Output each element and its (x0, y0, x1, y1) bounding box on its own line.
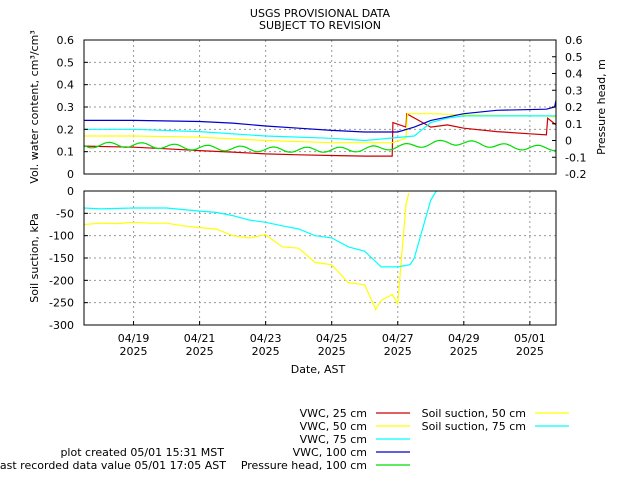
last-recorded-note: last recorded data value 05/01 17:05 AST (0, 459, 226, 472)
y-tick-label: 0.1 (57, 146, 75, 159)
x-tick-date: 04/27 (382, 332, 414, 345)
y2-tick-label: 0.4 (565, 68, 583, 81)
x-tick-year: 2025 (450, 345, 478, 358)
y2-tick-label: 0.3 (565, 84, 583, 97)
series-line-vwc25 (83, 112, 557, 157)
soil-suction-panel: 0-50-100-150-200-250-300 04/19202504/212… (28, 185, 557, 376)
y-tick-label: 0 (67, 168, 74, 181)
x-tick-year: 2025 (120, 345, 148, 358)
bottom-y-axis-label: Soil suction, kPa (28, 213, 41, 302)
legend-label-vwc25: VWC, 25 cm (300, 407, 367, 420)
water-content-panel: 0 0.1 0.2 0.3 0.4 0.5 0.6 -0.2 -0.1 0 0.1 0.2 0.3 0.… (28, 30, 608, 183)
legend-label-vwc50: VWC, 50 cm (300, 420, 367, 433)
x-tick-year: 2025 (384, 345, 412, 358)
series-line-vwc75 (84, 115, 556, 142)
bottom-y-ticks: 0 -50 -100 -150 -200 -250 -300 (49, 185, 88, 332)
bottom-x-ticks: 04/19202504/21202504/23202504/25202504/2… (118, 321, 546, 358)
y2-tick-label: -0.1 (565, 151, 586, 164)
top-y-ticks: 0 0.1 0.2 0.3 0.4 0.5 0.6 (57, 34, 88, 181)
y-tick-label: 0.6 (57, 34, 75, 47)
x-tick-date: 04/23 (250, 332, 282, 345)
y2-tick-label: 0.2 (565, 101, 583, 114)
x-tick-year: 2025 (252, 345, 280, 358)
top-y2-axis-label: Pressure head, m (595, 59, 608, 155)
x-tick-year: 2025 (516, 345, 544, 358)
top-grid (84, 40, 556, 174)
y-tick-label: -300 (49, 319, 74, 332)
series-line-vwc100 (84, 100, 557, 133)
y-tick-label: 0.2 (57, 123, 75, 136)
y-tick-label: -200 (49, 274, 74, 287)
series-line-ss50 (83, 193, 410, 311)
legend-label-ph100: Pressure head, 100 cm (241, 459, 367, 472)
bottom-series (83, 190, 437, 311)
y2-tick-label: -0.2 (565, 168, 586, 181)
y-tick-label: 0 (67, 185, 74, 198)
y2-tick-label: 0 (565, 135, 572, 148)
x-axis-label: Date, AST (291, 363, 346, 376)
series-line-ss75 (83, 190, 437, 268)
x-tick-date: 04/21 (184, 332, 216, 345)
y2-tick-label: 0.6 (565, 34, 583, 47)
bottom-grid (84, 191, 556, 325)
legend-label-vwc75: VWC, 75 cm (300, 433, 367, 446)
x-tick-date: 04/29 (448, 332, 480, 345)
y-tick-label: 0.3 (57, 101, 75, 114)
x-tick-date: 05/01 (514, 332, 546, 345)
series-line-ph100 (83, 139, 556, 153)
y-tick-label: -150 (49, 252, 74, 265)
legend-label-ss75: Soil suction, 75 cm (422, 420, 526, 433)
plot-created-note: plot created 05/01 15:31 MST (60, 446, 224, 459)
top-series (83, 100, 557, 157)
chart-title-line2: SUBJECT TO REVISION (259, 19, 381, 32)
top-y2-ticks: -0.2 -0.1 0 0.1 0.2 0.3 0.4 0.5 0.6 (552, 34, 586, 181)
legend-label-vwc100: VWC, 100 cm (293, 446, 367, 459)
y-tick-label: -250 (49, 297, 74, 310)
x-tick-date: 04/19 (118, 332, 150, 345)
y2-tick-label: 0.5 (565, 51, 583, 64)
y-tick-label: -100 (49, 230, 74, 243)
y-tick-label: 0.4 (57, 79, 75, 92)
y-tick-label: 0.5 (57, 56, 75, 69)
top-y-axis-label: Vol. water content, cm³/cm³ (28, 30, 41, 183)
y2-tick-label: 0.1 (565, 118, 583, 131)
chart-title-line1: USGS PROVISIONAL DATA (250, 7, 391, 20)
y-tick-label: -50 (56, 207, 74, 220)
x-tick-year: 2025 (318, 345, 346, 358)
x-tick-date: 04/25 (316, 332, 348, 345)
x-tick-year: 2025 (186, 345, 214, 358)
legend-label-ss50: Soil suction, 50 cm (422, 407, 526, 420)
